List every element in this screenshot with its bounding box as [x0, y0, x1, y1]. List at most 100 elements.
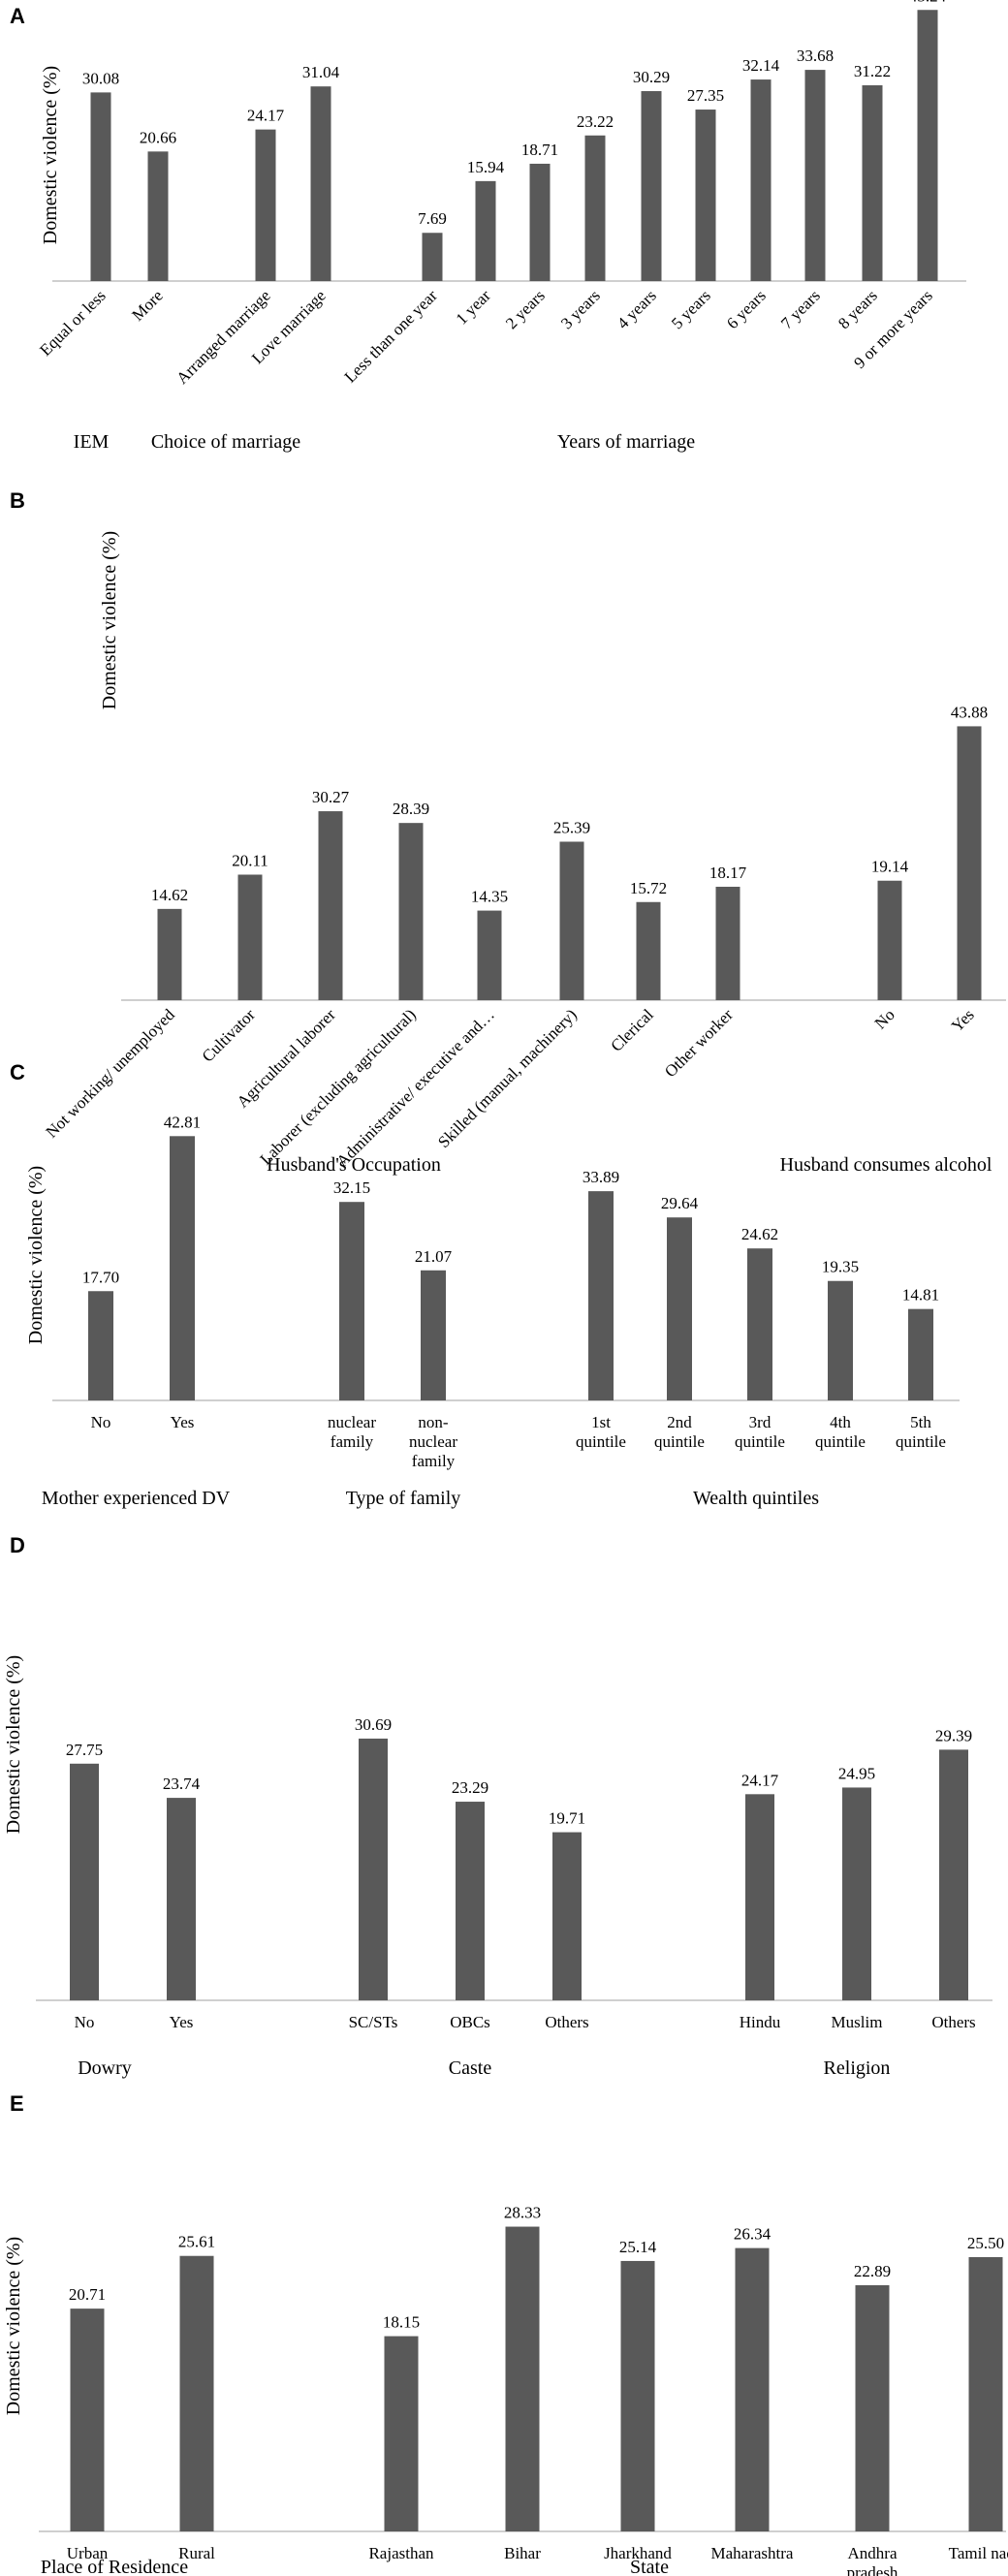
bar [559, 841, 584, 1000]
group-label: Type of family [346, 1488, 461, 1509]
x-tick-label: Jharkhand [604, 2544, 672, 2562]
x-tick-label: 7 years [777, 286, 824, 332]
bar [957, 726, 982, 1000]
x-tick-label: No [871, 1005, 898, 1032]
bar [475, 180, 496, 281]
bar [968, 2256, 1003, 2531]
data-label: 15.94 [467, 158, 505, 176]
x-tick-label: OBCs [450, 2013, 490, 2031]
x-tick-label: Equal or less [36, 286, 110, 360]
x-tick-label: Yes [948, 1005, 978, 1035]
bar [70, 1763, 99, 2000]
bar [745, 1794, 774, 2000]
x-tick-label: Yes [170, 2013, 194, 2031]
data-label: 18.71 [521, 141, 558, 159]
data-label: 14.62 [151, 886, 188, 904]
bar [862, 85, 883, 282]
data-label: 30.27 [312, 788, 350, 806]
bar [747, 1248, 772, 1400]
x-tick-label: 1st quintile [576, 1413, 626, 1451]
data-label: 27.75 [66, 1741, 103, 1759]
bar [908, 1308, 933, 1400]
data-label: 33.68 [797, 47, 834, 65]
y-axis-label: Domestic violence (%) [3, 1655, 24, 1834]
bar [588, 1191, 614, 1400]
bar [179, 2255, 214, 2531]
data-label: 28.33 [504, 2204, 541, 2222]
bar [877, 880, 902, 1000]
x-tick-label: Not working/ unemployed [43, 1005, 179, 1142]
group-label: IEM [74, 431, 110, 453]
data-label: 31.04 [302, 63, 340, 81]
bar [421, 1270, 446, 1400]
group-label: Dowry [78, 2058, 132, 2079]
x-tick-label: Cultivator [199, 1005, 259, 1065]
x-tick-label: Other worker [661, 1005, 737, 1081]
data-label: 29.64 [661, 1194, 699, 1212]
bar [917, 10, 938, 281]
x-tick-label: Administrative/ executive and… [332, 1005, 497, 1170]
bar [477, 910, 502, 1000]
data-label: 21.07 [415, 1247, 453, 1266]
data-label: 14.35 [471, 888, 508, 906]
bar [620, 2260, 655, 2531]
data-label: 30.69 [355, 1715, 392, 1734]
data-label: 20.71 [69, 2285, 106, 2304]
data-label: 32.14 [742, 56, 780, 75]
data-label: 25.50 [967, 2234, 1004, 2252]
panel-b: B Domestic violence (%) 14.62 Not working/ … [10, 488, 1006, 1176]
bar [339, 1202, 364, 1400]
x-tick-label: Muslim [832, 2013, 883, 2031]
bar [735, 2247, 770, 2531]
x-tick-label: More [128, 286, 166, 324]
x-tick-label: 2nd quintile [654, 1413, 705, 1451]
data-label: 25.61 [178, 2233, 215, 2251]
panel-e: E Domestic violence (%) 20.71 Urban 25.61 Rur… [3, 2091, 1008, 2576]
bar [529, 163, 551, 281]
data-label: 23.74 [163, 1775, 201, 1793]
group-label: Husband consumes alcohol [780, 1154, 992, 1176]
data-label: 24.17 [247, 107, 285, 125]
bar [456, 1802, 485, 2000]
data-label: 19.71 [549, 1809, 585, 1828]
x-tick-label: SC/STs [349, 2013, 398, 2031]
bar [237, 874, 263, 1000]
x-tick-label: Urban [67, 2544, 109, 2562]
data-label: 20.66 [140, 128, 176, 146]
bar [255, 129, 276, 281]
x-tick-label: 5th quintile [896, 1413, 946, 1451]
x-tick-label: Bihar [504, 2544, 541, 2562]
bar [584, 135, 606, 281]
x-tick-label: 4th quintile [815, 1413, 866, 1451]
x-tick-label: Skilled (manual, machinery) [434, 1005, 581, 1151]
y-axis-label: Domestic violence (%) [99, 531, 120, 709]
data-label: 18.15 [383, 2313, 420, 2332]
group-label: Wealth quintiles [693, 1488, 819, 1509]
panel-c: C Domestic violence (%) 17.70 No 42.81 Yes 32.… [10, 1060, 960, 1509]
bar [88, 1291, 113, 1400]
data-label: 33.89 [583, 1168, 619, 1186]
bar [939, 1749, 968, 2000]
data-label: 24.62 [741, 1225, 778, 1243]
data-label: 20.11 [232, 851, 268, 869]
data-label: 24.17 [741, 1771, 779, 1789]
group-label: Husband's Occupation [267, 1154, 441, 1176]
x-tick-label: Yes [171, 1413, 195, 1431]
bar [667, 1217, 692, 1400]
data-label: 25.14 [619, 2238, 657, 2256]
data-label: 30.08 [82, 69, 119, 87]
bar [552, 1832, 582, 2000]
x-tick-label: 3rd quintile [735, 1413, 785, 1451]
data-label: 17.70 [82, 1268, 119, 1286]
x-tick-label: Maharashtra [711, 2544, 794, 2562]
data-label: 18.17 [709, 864, 747, 882]
data-label: 19.14 [871, 858, 909, 876]
panel-label: E [10, 2091, 24, 2116]
data-label: 27.35 [687, 86, 724, 105]
bar [641, 91, 662, 281]
panel-a: A Domestic violence (%) 30.08 Equal or less… [10, 0, 966, 453]
bar [384, 2336, 419, 2531]
panel-d: D Domestic violence (%) 27.75 No 23.74 Yes 30.… [3, 1533, 992, 2079]
x-tick-label: Others [931, 2013, 975, 2031]
